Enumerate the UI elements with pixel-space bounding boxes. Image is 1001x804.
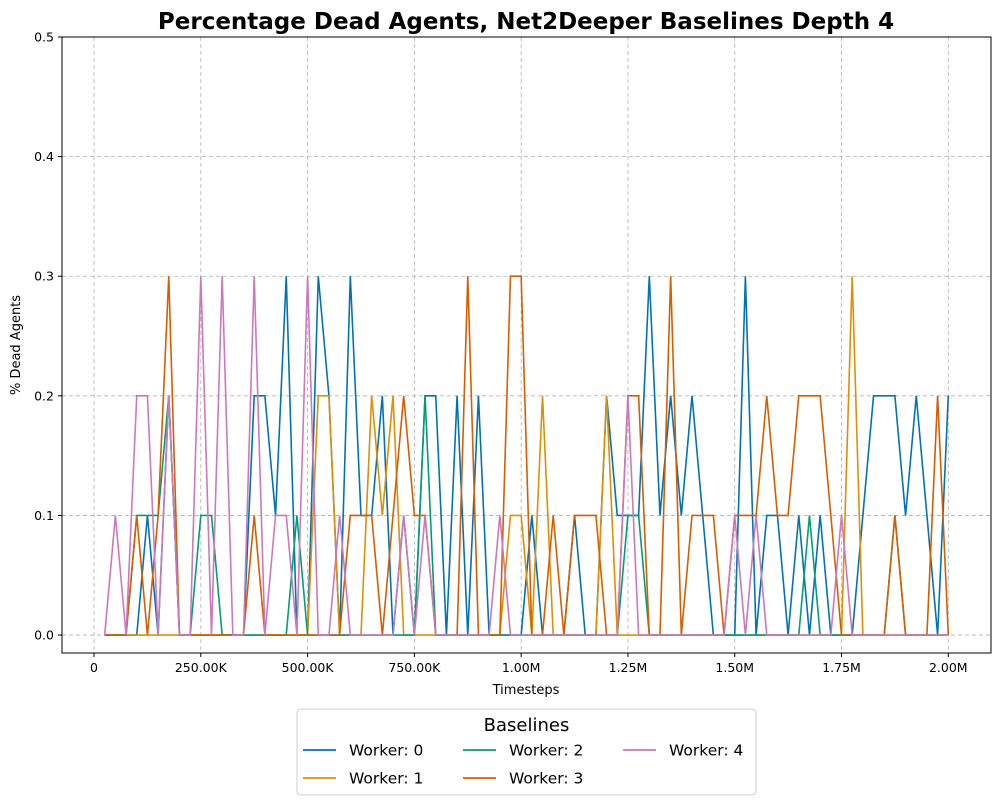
series-line-worker-4: [103, 276, 949, 636]
x-tick-label: 1.00M: [502, 660, 541, 675]
legend-item: Worker: 0: [303, 742, 423, 760]
legend-label: Worker: 4: [669, 742, 743, 760]
plot-frame: [61, 36, 992, 654]
legend-title: Baselines: [484, 715, 570, 736]
y-tick-label: 0.5: [34, 30, 54, 45]
grid: [62, 36, 991, 653]
x-tick-label: 500.00K: [282, 660, 335, 675]
legend-label: Worker: 2: [509, 742, 583, 760]
x-tick-label: 750.00K: [388, 660, 441, 675]
chart-title: Percentage Dead Agents, Net2Deeper Basel…: [158, 9, 894, 35]
series-line-worker-3: [104, 275, 950, 636]
legend-item: Worker: 4: [623, 742, 743, 760]
y-tick-label: 0.2: [34, 388, 54, 403]
series-lines: [103, 275, 950, 636]
x-tick-label: 1.25M: [609, 660, 648, 675]
legend-box: [296, 708, 757, 796]
legend-label: Worker: 0: [349, 742, 423, 760]
legend-label: Worker: 1: [349, 770, 423, 788]
legend-item: Worker: 3: [463, 770, 583, 788]
x-tick-label: 1.75M: [822, 660, 861, 675]
x-axis-label: Timesteps: [492, 683, 560, 698]
y-axis-ticks: 0.0 0.1 0.2 0.3 0.4 0.5: [34, 30, 62, 643]
legend-item: Worker: 1: [303, 770, 423, 788]
legend-items: Worker: 0 Worker: 1 Worker: 2 Worker: 3 Work…: [303, 742, 743, 788]
legend-label: Worker: 3: [509, 770, 583, 788]
y-tick-label: 0.1: [34, 508, 54, 523]
y-tick-label: 0.0: [34, 628, 54, 643]
x-tick-label: 0: [90, 660, 98, 675]
x-axis-ticks: 0 250.00K 500.00K 750.00K 1.00M 1.25M 1.50M 1.7…: [90, 653, 968, 675]
y-tick-label: 0.4: [34, 149, 54, 164]
y-axis-label: % Dead Agents: [9, 295, 24, 395]
x-tick-label: 2.00M: [929, 660, 968, 675]
x-tick-label: 250.00K: [175, 660, 228, 675]
legend-item: Worker: 2: [463, 742, 583, 760]
x-tick-label: 1.50M: [715, 660, 754, 675]
y-tick-label: 0.3: [34, 269, 54, 284]
